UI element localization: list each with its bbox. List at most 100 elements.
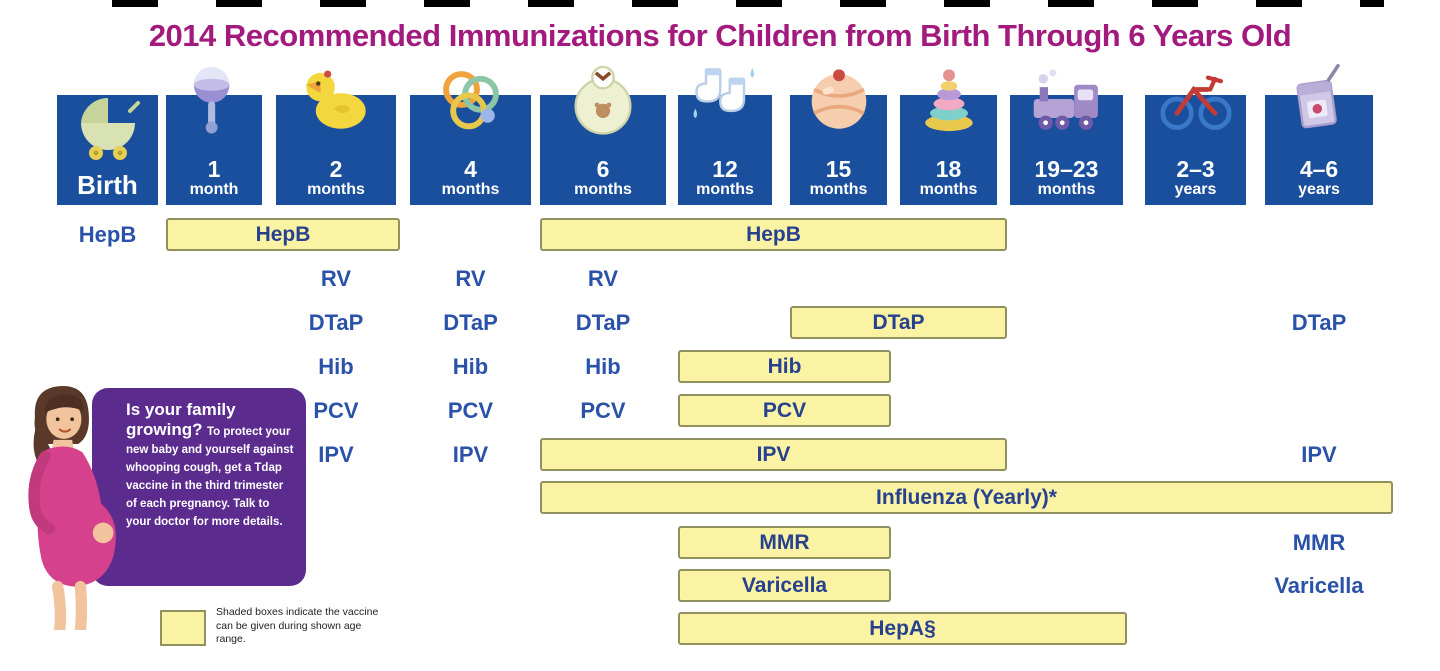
tricycle-icon: [1158, 61, 1234, 137]
age-label-main: Birth: [77, 169, 138, 200]
rattle-icon: [176, 61, 252, 137]
age-column-15m: 15 months: [790, 69, 887, 205]
pregnant-woman-illustration: [28, 385, 116, 630]
bar-label: HepB: [255, 222, 311, 246]
age-label: 18 months: [900, 157, 997, 199]
age-label-main: 15: [825, 155, 852, 182]
pram-icon: [76, 97, 140, 161]
vaccine-label-varicella: Varicella: [1274, 573, 1364, 598]
age-label-main: 4–6: [1299, 155, 1339, 182]
age-label-main: 6: [596, 155, 610, 182]
age-column-1m: 1 month: [166, 66, 262, 205]
age-label-sub: years: [1174, 181, 1217, 198]
age-label-main: 2: [329, 155, 343, 182]
age-label-sub: month: [189, 181, 239, 198]
vaccine-label-mmr: MMR: [1292, 530, 1346, 555]
note-heading: Is your family growing?: [126, 400, 236, 439]
vaccine-label-dtap: DTaP: [443, 310, 498, 335]
vaccine-range-bar-mmr: MMR: [678, 526, 891, 559]
age-label-main: 1: [207, 155, 221, 182]
train-icon: [1029, 61, 1105, 137]
vaccine-label-dtap: DTaP: [1291, 310, 1347, 335]
age-label-sub: months: [919, 181, 978, 198]
stacking-rings-icon: [911, 61, 987, 137]
age-label: 19–23 months: [1010, 157, 1123, 199]
vaccine-range-bar-hepb: HepB: [540, 218, 1007, 251]
age-label-main: 4: [464, 155, 477, 182]
age-label: 6 months: [540, 157, 666, 199]
age-label-sub: months: [307, 181, 365, 198]
age-label-sub: months: [574, 181, 632, 198]
bar-label: Influenza (Yearly)*: [876, 485, 1057, 509]
bib-icon: [565, 61, 641, 137]
age-column-2-3y: 2–3 years: [1145, 75, 1246, 205]
vaccine-label-pcv: PCV: [313, 398, 359, 423]
bar-label: Hib: [767, 354, 802, 378]
vaccine-label-rv: RV: [320, 266, 352, 291]
vaccine-range-bar-influenza: Influenza (Yearly)*: [540, 481, 1393, 514]
bar-label: HepA§: [869, 616, 936, 640]
age-label: 12 months: [678, 157, 772, 199]
vaccine-label-pcv: PCV: [580, 398, 626, 423]
vaccine-range-bar-varicella: Varicella: [678, 569, 891, 602]
age-column-4-6y: 4–6 years: [1265, 63, 1373, 205]
age-label: 15 months: [790, 157, 887, 199]
age-column-19-23m: 19–23 months: [1010, 69, 1123, 205]
juice-box-icon: [1281, 61, 1357, 137]
vaccine-range-bar-pcv: PCV: [678, 394, 891, 427]
bar-label: IPV: [756, 442, 791, 466]
legend-swatch: [160, 610, 206, 646]
age-label: 4 months: [410, 157, 531, 199]
page-title: 2014 Recommended Immunizations for Child…: [148, 18, 1292, 53]
bar-label: MMR: [759, 530, 810, 554]
family-growing-note: Is your family growing? To protect your …: [92, 388, 306, 586]
age-label: 1 month: [166, 157, 262, 199]
vaccine-label-rv: RV: [587, 266, 619, 291]
vaccine-range-bar-ipv: IPV: [540, 438, 1007, 471]
age-label-sub: years: [1298, 181, 1340, 198]
vaccine-range-bar-hepb: HepB: [166, 218, 400, 251]
age-column-12m: 12 months: [678, 68, 772, 205]
duck-icon: [298, 61, 374, 137]
age-label: 4–6 years: [1265, 157, 1373, 199]
vaccine-label-ipv: IPV: [1301, 442, 1337, 467]
age-label-main: 18: [935, 155, 962, 182]
vaccine-label-rv: RV: [455, 266, 486, 291]
age-label: 2 months: [276, 157, 396, 199]
age-label: Birth: [57, 169, 158, 200]
age-column-6m: 6 months: [540, 65, 666, 205]
legend-text: Shaded boxes indicate the vaccine can be…: [216, 606, 379, 646]
age-label-main: 19–23: [1034, 155, 1099, 182]
socks-icon: [687, 61, 763, 137]
vaccine-label-hib: Hib: [585, 354, 621, 379]
vaccine-range-bar-dtap: DTaP: [790, 306, 1007, 339]
age-column-2m: 2 months: [276, 70, 396, 205]
note-body: To protect your new baby and yourself ag…: [126, 426, 294, 528]
vaccine-label-dtap: DTaP: [575, 310, 631, 335]
pacifier-icon: [433, 61, 509, 137]
age-column-birth: Birth: [57, 95, 158, 205]
age-label-sub: months: [441, 181, 500, 198]
age-column-4m: 4 months: [410, 71, 531, 205]
bar-label: Varicella: [741, 573, 828, 597]
vaccine-label-dtap: DTaP: [308, 310, 364, 335]
age-label-sub: months: [1037, 181, 1096, 198]
bar-label: DTaP: [872, 310, 925, 334]
age-label-sub: months: [809, 181, 868, 198]
vaccine-label-ipv: IPV: [452, 442, 489, 467]
age-label-main: 12: [712, 155, 738, 182]
age-label-main: 2–3: [1176, 155, 1215, 182]
vaccine-label-hib: Hib: [318, 354, 354, 379]
vaccine-label-pcv: PCV: [447, 398, 494, 423]
vaccine-label-hepb: HepB: [78, 222, 137, 247]
age-column-18m: 18 months: [900, 69, 997, 205]
vaccine-label-hib: Hib: [452, 354, 489, 379]
vaccine-range-bar-hib: Hib: [678, 350, 891, 383]
bar-label: PCV: [762, 398, 807, 422]
cropped-text-artifact: [112, 0, 1384, 7]
vaccine-label-ipv: IPV: [318, 442, 354, 467]
age-label-sub: months: [696, 181, 754, 198]
age-label: 2–3 years: [1145, 157, 1246, 199]
ball-icon: [801, 61, 877, 137]
